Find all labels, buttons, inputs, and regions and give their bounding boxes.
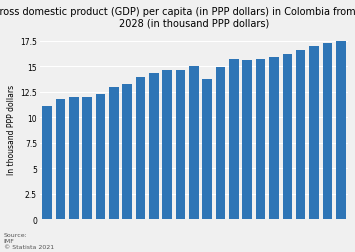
Bar (56, 100, 65, 219)
Bar (163, 71, 172, 219)
Bar (82, 98, 92, 219)
Bar (336, 42, 345, 219)
Bar (229, 60, 239, 219)
Y-axis label: In thousand PPP dollars: In thousand PPP dollars (7, 85, 16, 174)
Bar (256, 60, 266, 219)
Text: Source:
IMF
© Statista 2021: Source: IMF © Statista 2021 (4, 232, 54, 249)
Bar (216, 68, 225, 219)
Bar (69, 98, 78, 219)
Bar (189, 67, 199, 219)
Bar (122, 84, 132, 219)
Bar (269, 58, 279, 219)
Bar (109, 87, 119, 219)
Bar (202, 80, 212, 219)
Bar (242, 61, 252, 219)
Bar (323, 44, 332, 219)
Title: Gross domestic product (GDP) per capita (in PPP dollars) in Colombia from 2006 t: Gross domestic product (GDP) per capita … (0, 7, 355, 28)
Bar (283, 55, 292, 219)
Bar (309, 47, 319, 219)
Bar (296, 51, 306, 219)
Bar (96, 94, 105, 219)
Bar (42, 107, 52, 219)
Bar (149, 74, 159, 219)
Bar (136, 78, 145, 219)
Bar (176, 71, 185, 219)
